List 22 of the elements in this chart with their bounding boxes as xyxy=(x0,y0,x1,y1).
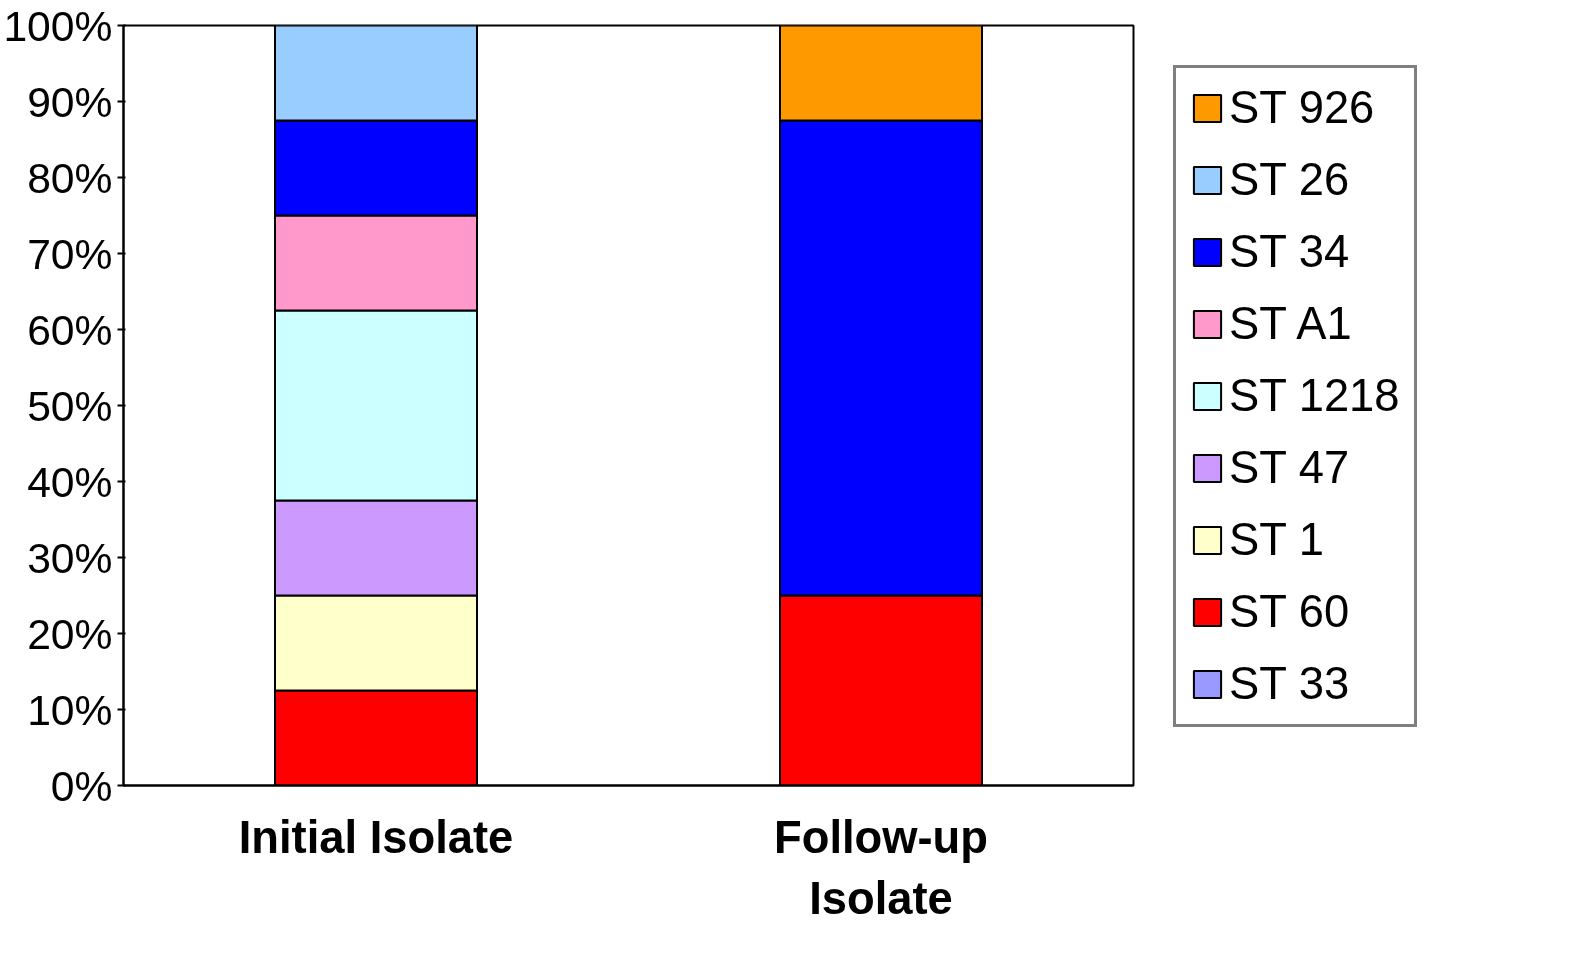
legend-label: ST 60 xyxy=(1229,586,1350,638)
y-tick-label: 20% xyxy=(27,609,113,658)
legend-label: ST 47 xyxy=(1229,442,1350,494)
y-tick-label: 70% xyxy=(27,229,113,278)
legend-label: ST 1218 xyxy=(1229,370,1400,422)
y-tick-label: 40% xyxy=(27,457,113,506)
y-tick-label: 0% xyxy=(50,761,113,810)
legend-label: ST 34 xyxy=(1229,226,1350,278)
y-tick-label: 10% xyxy=(27,685,113,734)
legend-label: ST 33 xyxy=(1229,658,1350,710)
x-tick-label: Follow-up Isolate xyxy=(774,811,988,924)
y-tick-label: 30% xyxy=(27,533,113,582)
legend-label: ST A1 xyxy=(1229,298,1352,350)
y-tick-label: 80% xyxy=(27,153,113,202)
legend-label: ST 26 xyxy=(1229,154,1350,206)
y-tick-label: 90% xyxy=(27,77,113,126)
legend-label: ST 1 xyxy=(1229,514,1324,566)
y-tick-label: 100% xyxy=(3,1,113,50)
y-tick-label: 60% xyxy=(27,305,113,354)
x-tick-label: Initial Isolate xyxy=(238,811,514,863)
legend-label: ST 926 xyxy=(1229,82,1375,134)
y-tick-label: 50% xyxy=(27,381,113,430)
